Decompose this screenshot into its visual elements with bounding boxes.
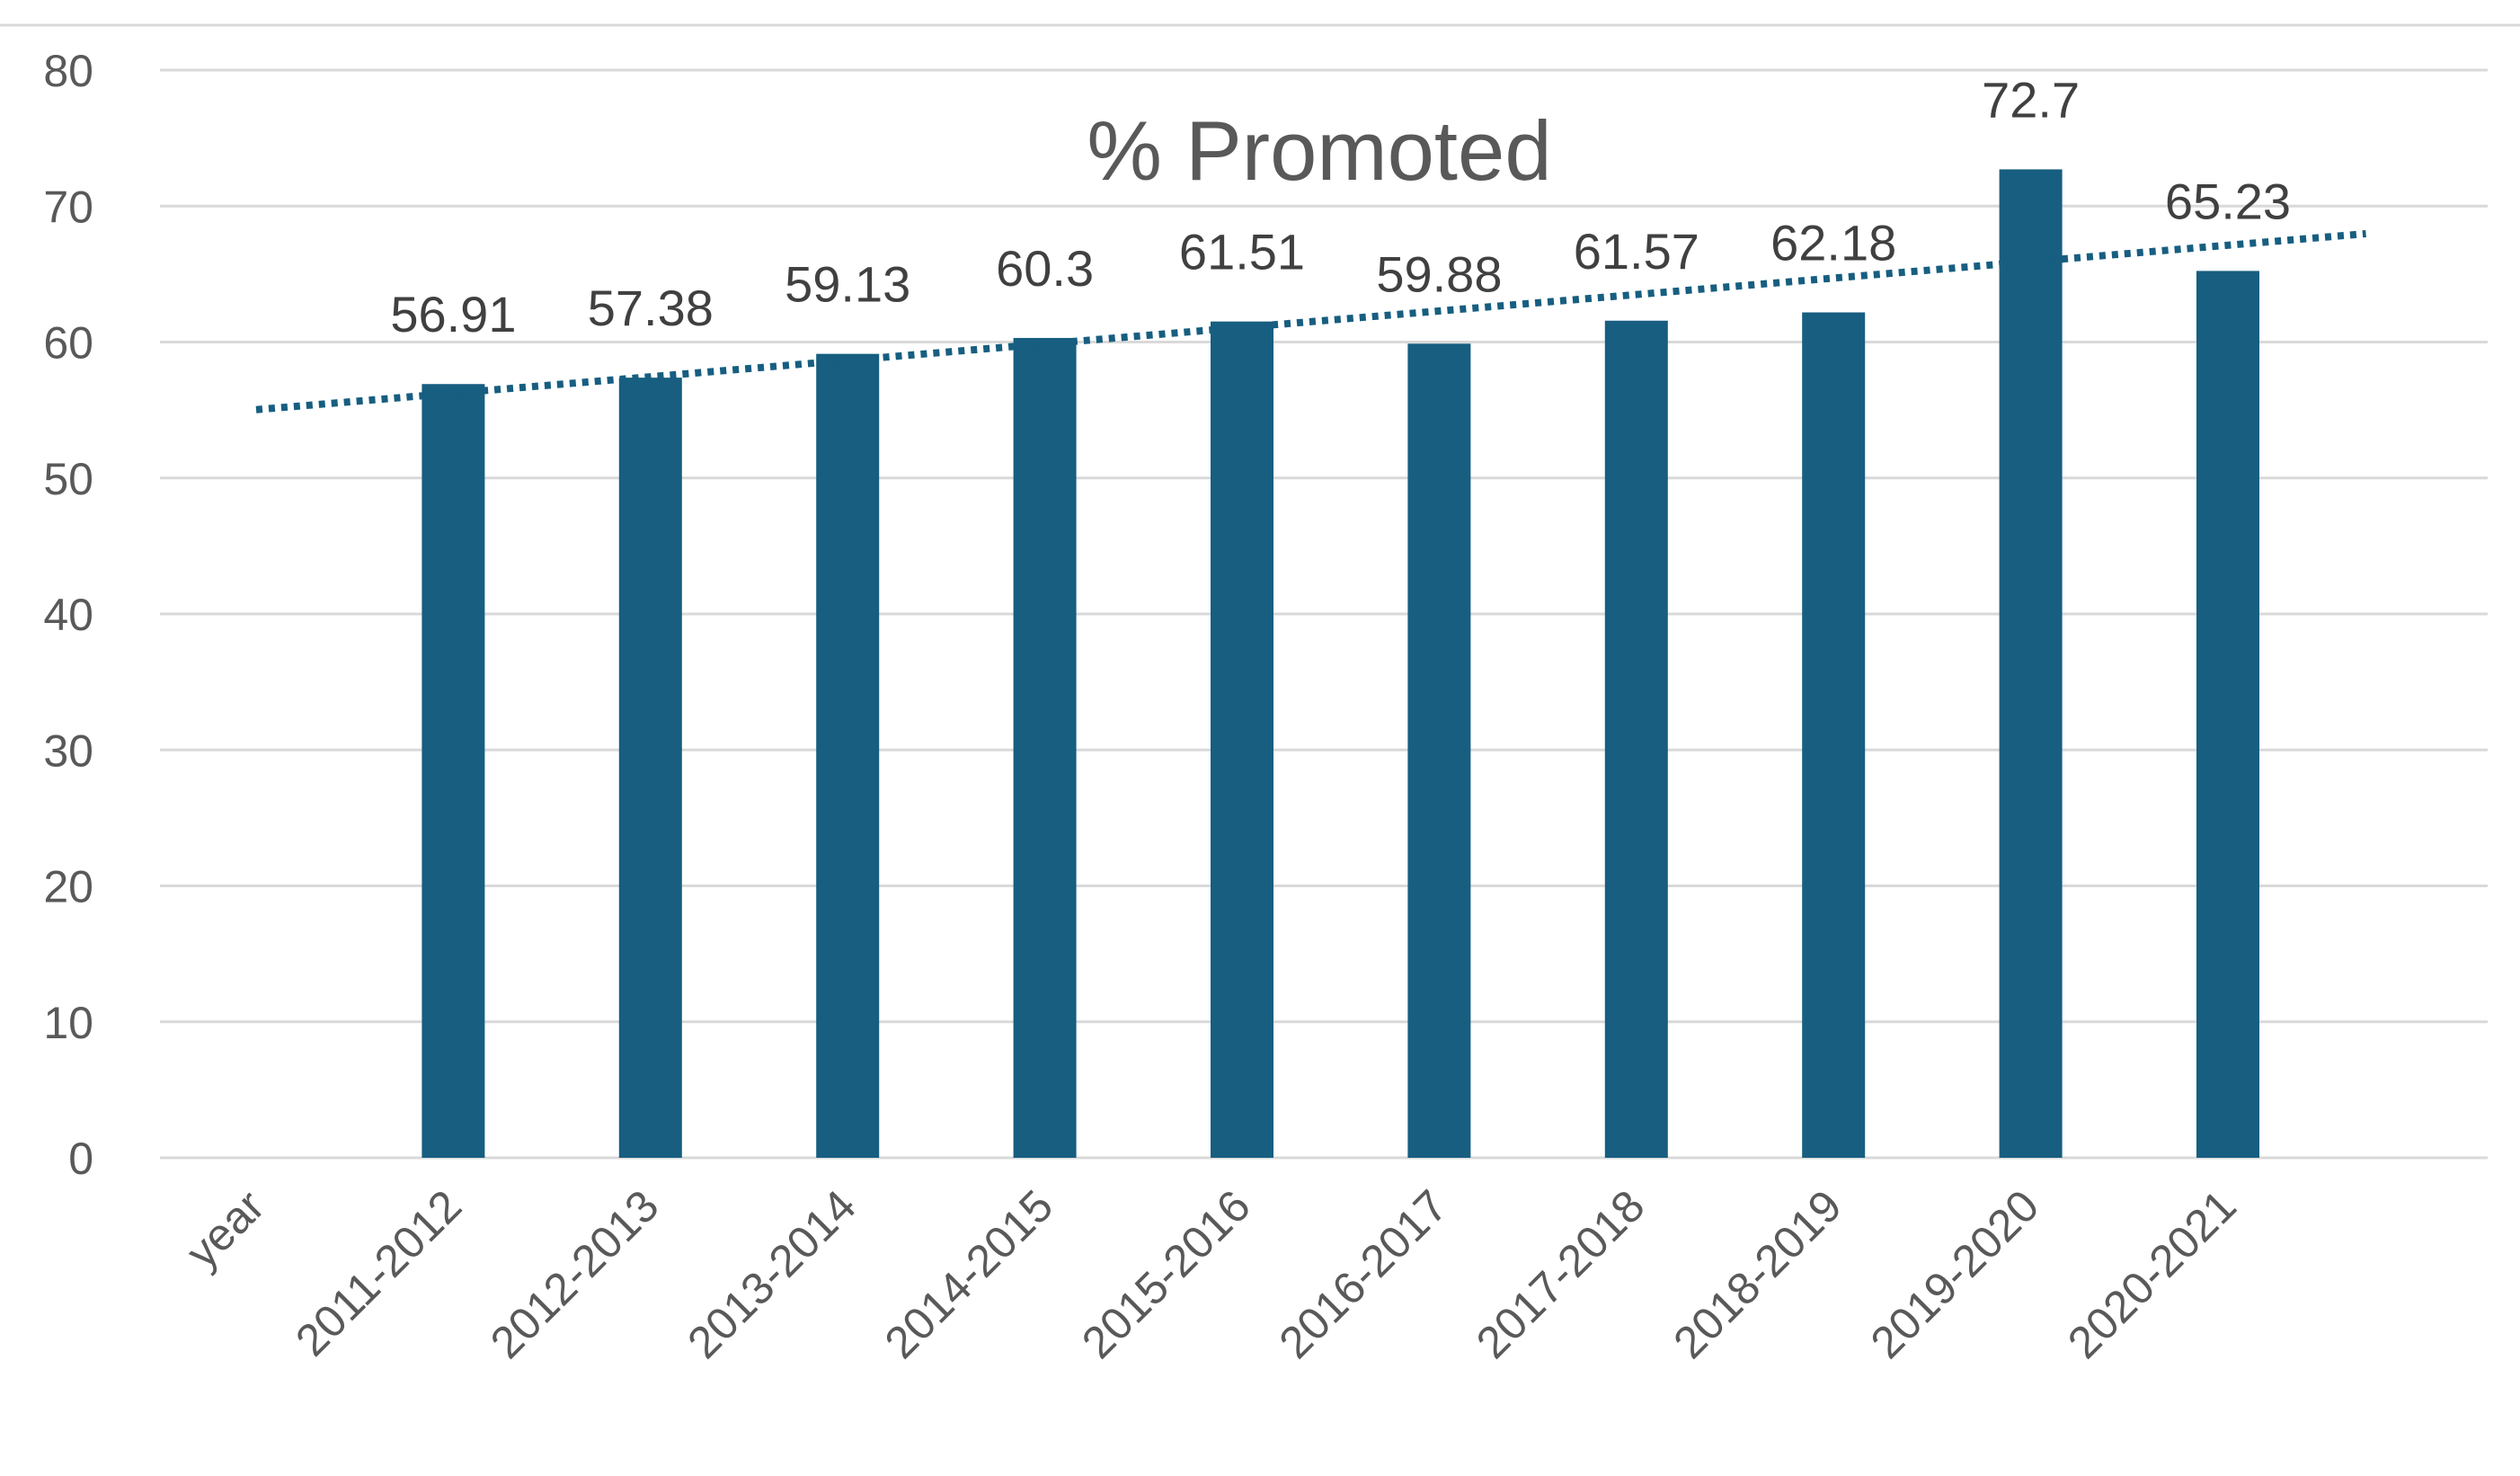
x-tick-label-2015-2016: 2015-2016 — [1072, 1180, 1260, 1368]
x-tick-label-2011-2012: 2011-2012 — [286, 1180, 471, 1365]
x-tick-label-2012-2013: 2012-2013 — [481, 1180, 669, 1368]
x-tick-label-2016-2017: 2016-2017 — [1269, 1180, 1457, 1368]
y-axis-tick-labels: 0 10 20 30 40 50 60 70 80 — [43, 46, 93, 1184]
data-label-2020-2021: 65.23 — [2165, 173, 2291, 229]
data-label-2015-2016: 61.51 — [1179, 224, 1305, 280]
y-tick-label-20: 20 — [43, 862, 93, 912]
trendline-group — [255, 230, 2366, 413]
x-tick-label-2019-2020: 2019-2020 — [1861, 1180, 2049, 1368]
data-label-2016-2017: 59.88 — [1376, 245, 1502, 302]
y-tick-label-0: 0 — [68, 1134, 93, 1184]
x-tick-label-2014-2015: 2014-2015 — [875, 1180, 1063, 1368]
data-label-2019-2020: 72.7 — [1982, 71, 2080, 128]
chart-title: % Promoted — [1087, 103, 1551, 198]
data-label-2018-2019: 62.18 — [1770, 215, 1896, 271]
y-tick-label-70: 70 — [43, 182, 93, 232]
data-label-2014-2015: 60.3 — [996, 240, 1094, 297]
data-label-2011-2012: 56.91 — [390, 286, 516, 342]
data-label-2017-2018: 61.57 — [1574, 223, 1699, 280]
data-labels: 56.91 57.38 59.13 60.3 61.51 59.88 61.57 62.18 7… — [390, 71, 2291, 342]
bar-2017-2018 — [1604, 320, 1668, 1158]
bar-2016-2017 — [1407, 343, 1471, 1158]
y-tick-label-60: 60 — [43, 318, 93, 369]
bars — [421, 169, 2259, 1159]
bar-2013-2014 — [816, 353, 880, 1158]
data-label-2013-2014: 59.13 — [785, 256, 910, 313]
data-label-2012-2013: 57.38 — [588, 280, 714, 336]
x-tick-label-2020-2021: 2020-2021 — [2058, 1180, 2246, 1368]
bar-2019-2020 — [1999, 169, 2063, 1159]
bar-2015-2016 — [1211, 321, 1273, 1158]
y-tick-label-30: 30 — [43, 725, 93, 776]
bar-2014-2015 — [1013, 337, 1077, 1158]
bar-2012-2013 — [618, 378, 682, 1158]
trendline — [255, 230, 2366, 413]
x-tick-label-2018-2019: 2018-2019 — [1664, 1180, 1851, 1368]
y-tick-label-10: 10 — [43, 998, 93, 1048]
x-tick-label-year: year — [176, 1180, 273, 1277]
x-tick-label-2013-2014: 2013-2014 — [678, 1180, 865, 1368]
y-tick-label-80: 80 — [43, 46, 93, 96]
bar-2020-2021 — [2196, 271, 2259, 1158]
bar-2018-2019 — [1802, 312, 1866, 1159]
y-tick-label-50: 50 — [43, 454, 93, 504]
bar-2011-2012 — [421, 384, 485, 1159]
y-tick-label-40: 40 — [43, 590, 93, 640]
x-tick-label-2017-2018: 2017-2018 — [1467, 1180, 1655, 1368]
gridlines — [0, 23, 2520, 1160]
x-axis-tick-labels: year 2011-2012 2012-2013 2013-2014 2014-2015… — [176, 1180, 2245, 1368]
